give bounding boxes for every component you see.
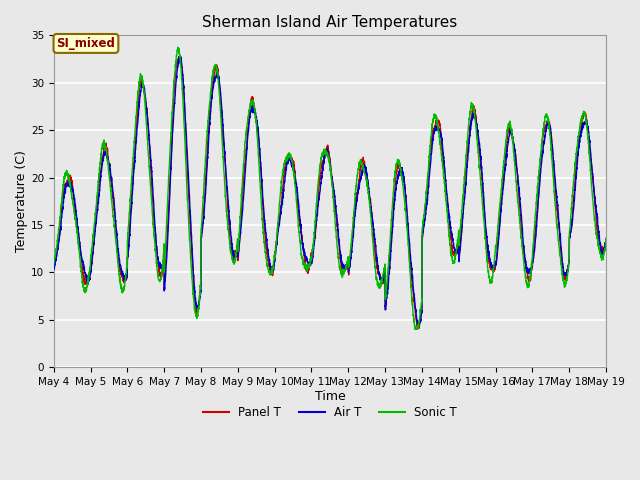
Y-axis label: Temperature (C): Temperature (C) <box>15 150 28 252</box>
X-axis label: Time: Time <box>314 390 346 403</box>
Legend: Panel T, Air T, Sonic T: Panel T, Air T, Sonic T <box>198 402 462 424</box>
Title: Sherman Island Air Temperatures: Sherman Island Air Temperatures <box>202 15 458 30</box>
Text: SI_mixed: SI_mixed <box>56 37 115 50</box>
